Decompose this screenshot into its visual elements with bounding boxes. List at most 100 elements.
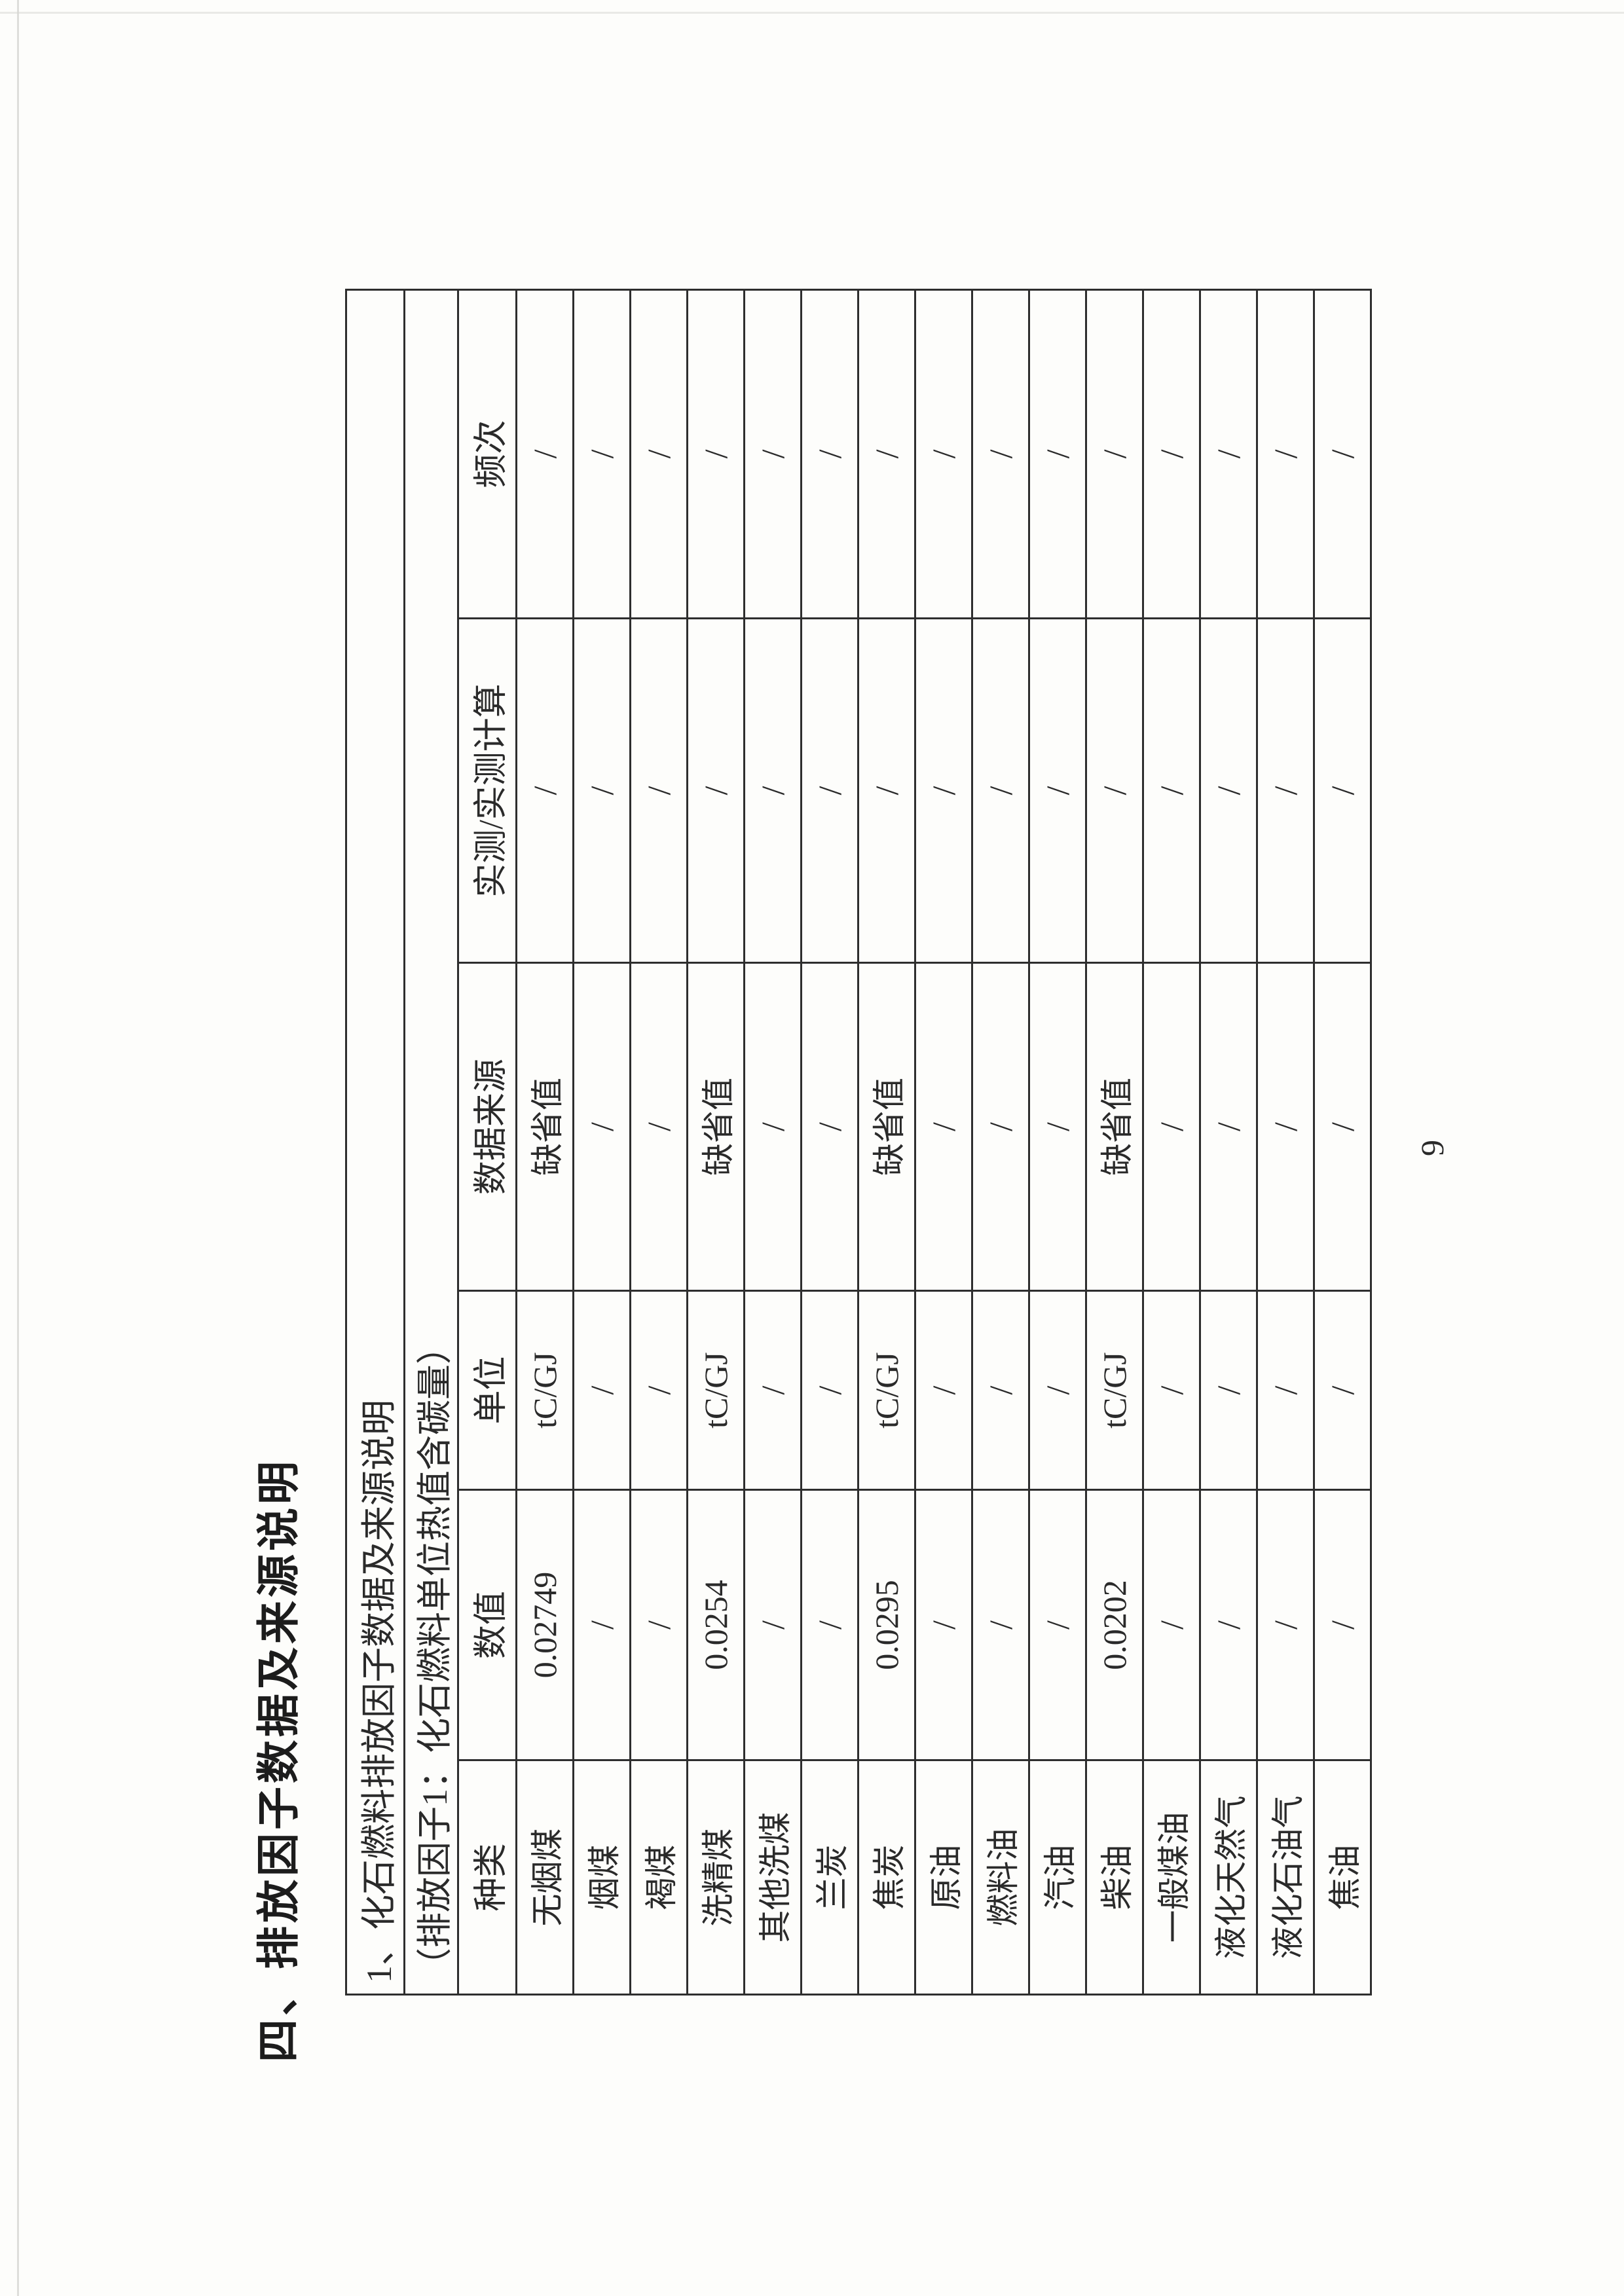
table-cell: / xyxy=(1029,1489,1086,1760)
table-header-row: 种类 数值 单位 数据来源 实测/实测计算 频次 xyxy=(458,289,517,1995)
table-row: 褐煤 / / / / / xyxy=(630,289,688,1995)
table-cell: / xyxy=(972,962,1029,1291)
table-cell: / xyxy=(1029,962,1086,1291)
table-cell: tC/GJ xyxy=(687,1290,745,1490)
table-cell: 缺省值 xyxy=(1086,962,1143,1291)
table-cell: / xyxy=(1200,1489,1257,1760)
table-row: 烟煤 / / / / / xyxy=(573,289,631,1995)
table-cell: 兰炭 xyxy=(801,1760,858,1995)
table-cell: / xyxy=(801,618,858,963)
table-row: 焦油 / / / / / xyxy=(1314,289,1371,1995)
table-cell: / xyxy=(630,618,688,963)
table-cell: 一般煤油 xyxy=(1143,1760,1200,1995)
table-cell: / xyxy=(915,1489,972,1760)
table-cell: 焦炭 xyxy=(858,1760,915,1995)
table-row: 焦炭 0.0295 tC/GJ 缺省值 / / xyxy=(858,289,915,1995)
table-cell: / xyxy=(1314,962,1371,1291)
table-cell: 柴油 xyxy=(1086,1760,1143,1995)
table-cell: / xyxy=(1257,1489,1314,1760)
table-cell: 烟煤 xyxy=(573,1760,631,1995)
column-header-value: 数值 xyxy=(458,1489,517,1760)
table-cell: / xyxy=(801,1290,858,1490)
table-cell: / xyxy=(1029,1290,1086,1490)
table-cell: / xyxy=(915,289,972,619)
table-row: 柴油 0.0202 tC/GJ 缺省值 / / xyxy=(1086,289,1143,1995)
table-cell: / xyxy=(744,618,802,963)
table-cell: / xyxy=(630,1290,688,1490)
table-subtitle-row: （排放因子1：化石燃料单位热值含碳量） xyxy=(404,289,458,1995)
table-cell: / xyxy=(1200,962,1257,1291)
table-cell: / xyxy=(687,618,745,963)
table-cell: 0.0202 xyxy=(1086,1489,1143,1760)
table-cell: / xyxy=(1257,618,1314,963)
table-cell: 汽油 xyxy=(1029,1760,1086,1995)
table-cell: / xyxy=(744,1489,802,1760)
table-row: 无烟煤 0.02749 tC/GJ 缺省值 / / xyxy=(516,289,574,1995)
table-row: 其他洗煤 / / / / / xyxy=(744,289,802,1995)
table-cell: tC/GJ xyxy=(1086,1290,1143,1490)
table-cell: 缺省值 xyxy=(516,962,574,1291)
table-cell: tC/GJ xyxy=(858,1290,915,1490)
table-cell: / xyxy=(1029,618,1086,963)
table-body: 无烟煤 0.02749 tC/GJ 缺省值 / / 烟煤 / / / / / 褐煤 / / / / / 洗精煤 0.0… xyxy=(516,289,1371,1995)
table-cell: / xyxy=(801,962,858,1291)
table-cell: / xyxy=(801,289,858,619)
table-cell: / xyxy=(1200,1290,1257,1490)
table-cell: 液化石油气 xyxy=(1257,1760,1314,1995)
table-cell: / xyxy=(687,289,745,619)
table-cell: / xyxy=(516,289,574,619)
table-cell: / xyxy=(573,289,631,619)
table-cell: / xyxy=(1143,618,1200,963)
table-cell: 缺省值 xyxy=(858,962,915,1291)
table-cell: / xyxy=(972,1290,1029,1490)
table-subtitle: （排放因子1：化石燃料单位热值含碳量） xyxy=(404,289,458,1995)
table-cell: / xyxy=(1314,1489,1371,1760)
table-cell: / xyxy=(1314,1290,1371,1490)
table-cell: / xyxy=(972,289,1029,619)
table-cell: / xyxy=(972,618,1029,963)
column-header-type: 种类 xyxy=(458,1760,517,1995)
scan-edge-shadow-left xyxy=(17,0,19,2296)
table-cell: / xyxy=(1200,289,1257,619)
table-cell: 无烟煤 xyxy=(516,1760,574,1995)
table-cell: / xyxy=(915,962,972,1291)
table-cell: / xyxy=(630,289,688,619)
table-section-heading-row: 1、化石燃料排放因子数据及来源说明 xyxy=(346,289,405,1995)
table-cell: / xyxy=(1257,289,1314,619)
table-cell: / xyxy=(915,1290,972,1490)
table-cell: / xyxy=(1143,1489,1200,1760)
table-cell: 液化天然气 xyxy=(1200,1760,1257,1995)
table-cell: / xyxy=(1143,289,1200,619)
table-cell: / xyxy=(573,1489,631,1760)
section-heading: 1、化石燃料排放因子数据及来源说明 xyxy=(346,289,405,1995)
column-header-frequency: 频次 xyxy=(458,289,517,619)
table-cell: / xyxy=(573,962,631,1291)
table-cell: / xyxy=(573,1290,631,1490)
page-title: 四、排放因子数据及来源说明 xyxy=(254,1458,303,2062)
table-cell: / xyxy=(1257,1290,1314,1490)
table-row: 液化石油气 / / / / / xyxy=(1257,289,1314,1995)
table-cell: 0.02749 xyxy=(516,1489,574,1760)
table-cell: tC/GJ xyxy=(516,1290,574,1490)
table-cell: / xyxy=(630,1489,688,1760)
table-cell: / xyxy=(1314,289,1371,619)
table-cell: 0.0254 xyxy=(687,1489,745,1760)
table-cell: / xyxy=(573,618,631,963)
table-cell: / xyxy=(744,289,802,619)
table-cell: / xyxy=(516,618,574,963)
table-cell: / xyxy=(1086,289,1143,619)
table-row: 液化天然气 / / / / / xyxy=(1200,289,1257,1995)
table-row: 兰炭 / / / / / xyxy=(801,289,858,1995)
table-cell: 燃料油 xyxy=(972,1760,1029,1995)
page-number: 9 xyxy=(1414,1140,1450,1156)
table-cell: / xyxy=(1029,289,1086,619)
table-cell: / xyxy=(1086,618,1143,963)
scan-edge-shadow-top xyxy=(0,12,1624,14)
table-cell: / xyxy=(744,1290,802,1490)
table-cell: 其他洗煤 xyxy=(744,1760,802,1995)
emission-factor-table: 1、化石燃料排放因子数据及来源说明 （排放因子1：化石燃料单位热值含碳量） 种类… xyxy=(345,289,1372,1995)
table-cell: / xyxy=(858,289,915,619)
table-row: 原油 / / / / / xyxy=(915,289,972,1995)
